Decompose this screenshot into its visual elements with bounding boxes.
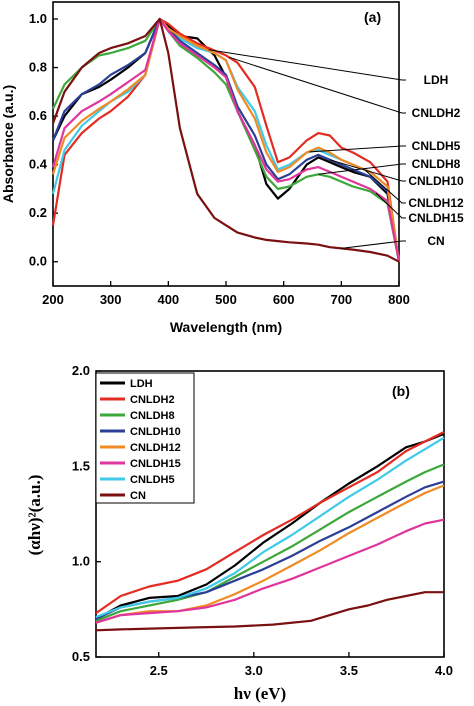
annotation-cnldh10: CNLDH10 <box>408 174 464 188</box>
annotation-cnldh8: CNLDH8 <box>412 157 461 171</box>
y-tick-label: 0.2 <box>29 205 47 220</box>
legend-box <box>95 372 195 504</box>
annotation-cnldh2: CNLDH2 <box>412 106 461 120</box>
x-tick-label: 400 <box>157 292 179 307</box>
y-tick-label: 0.0 <box>29 254 47 269</box>
annotation-ldh: LDH <box>424 73 449 87</box>
x-tick-label: 700 <box>330 292 352 307</box>
legend-label: CNLDH2 <box>130 394 175 406</box>
series-line-cnldh12 <box>95 484 445 624</box>
x-axis-label: Wavelength (nm) <box>170 319 282 335</box>
series-line-cnldh15 <box>95 518 445 624</box>
x-tick-label: 4.0 <box>435 663 453 678</box>
annotation-cnldh5: CNLDH5 <box>412 139 461 153</box>
series-line-cnldh8 <box>95 463 445 622</box>
annotation-leader <box>228 56 406 114</box>
series-line-cnldh15 <box>51 17 401 262</box>
y-tick-label: 1.0 <box>29 11 47 26</box>
curve-annotations: LDH CNLDH2 CNLDH5 CNLDH8 CNLDH10 CNLDH12CNLDH… <box>208 49 464 249</box>
series-line-cnldh5 <box>95 436 445 619</box>
annotation-cnldh12: CNLDH12 <box>408 196 464 210</box>
y-tick-label: 0.8 <box>29 60 47 75</box>
panel-label: (b) <box>392 383 410 399</box>
y-axis-label: (αhν)²(a.u.) <box>25 475 44 556</box>
panel-label: (a) <box>364 9 381 25</box>
x-tick-labels: 200 300 400 500 600 700 800 <box>42 281 410 307</box>
plot-frame <box>95 370 445 658</box>
annotation-leader <box>341 240 406 249</box>
x-tick-label: 200 <box>42 292 64 307</box>
y-axis-label: Absorbance (a.u.) <box>0 85 16 203</box>
y-tick-label: 0.4 <box>29 157 48 172</box>
annotation-leader <box>318 163 406 175</box>
plot-frame <box>52 1 400 287</box>
y-tick-labels: 0.5 1.0 1.5 2.0 <box>72 363 101 664</box>
annotation-leader <box>364 169 406 204</box>
legend-label: CNLDH8 <box>130 410 175 422</box>
series-line-cnldh12 <box>51 17 401 262</box>
x-tick-label: 3.5 <box>340 663 358 678</box>
series-line-cnldh2 <box>51 17 401 262</box>
x-tick-label: 300 <box>100 292 122 307</box>
x-tick-label: 500 <box>215 292 237 307</box>
x-tick-labels: 2.5 3.0 3.5 4.0 <box>150 652 453 678</box>
annotation-leader <box>208 49 406 81</box>
x-tick-label: 2.5 <box>150 663 168 678</box>
series-line-cnldh8 <box>52 17 401 262</box>
annotation-leader <box>375 192 406 219</box>
legend-label: CNLDH10 <box>130 426 181 438</box>
series-line-cn <box>95 591 444 632</box>
series-lines <box>51 17 401 263</box>
tauc-plot-chart: 2.5 3.0 3.5 4.0 0.5 1.0 1.5 2.0 LDH CNLDH2 CNLDH… <box>25 363 453 703</box>
series-line-cnldh10 <box>51 17 401 262</box>
y-tick-label: 1.5 <box>72 458 90 473</box>
annotation-leader <box>329 159 406 182</box>
y-tick-label: 0.5 <box>72 649 90 664</box>
annotation-leader <box>309 145 406 153</box>
y-tick-label: 1.0 <box>72 554 90 569</box>
series-line-cnldh2 <box>95 431 445 615</box>
annotation-cnldh15: CNLDH15 <box>408 211 464 225</box>
y-tick-label: 2.0 <box>72 363 90 378</box>
y-tick-label: 0.6 <box>29 108 47 123</box>
series-line-cn <box>51 17 400 263</box>
legend-label: LDH <box>130 378 153 390</box>
annotation-cn: CN <box>427 234 444 248</box>
series-line-ldh <box>95 432 445 620</box>
legend: LDH CNLDH2 CNLDH8 CNLDH10 CNLDH12 CNLDH15 CNLD… <box>95 372 195 504</box>
absorbance-chart: 200 300 400 500 600 700 800 0.0 0.2 0.4 0.6 0.8 1.0… <box>0 1 464 335</box>
x-tick-label: 800 <box>388 292 410 307</box>
legend-label: CNLDH5 <box>130 474 175 486</box>
legend-label: CNLDH15 <box>130 458 181 470</box>
x-axis-label: hν (eV) <box>234 684 286 703</box>
series-lines <box>95 431 445 632</box>
x-tick-label: 600 <box>273 292 295 307</box>
legend-label: CN <box>130 490 146 502</box>
legend-label: CNLDH12 <box>130 442 181 454</box>
x-tick-label: 3.0 <box>245 663 263 678</box>
